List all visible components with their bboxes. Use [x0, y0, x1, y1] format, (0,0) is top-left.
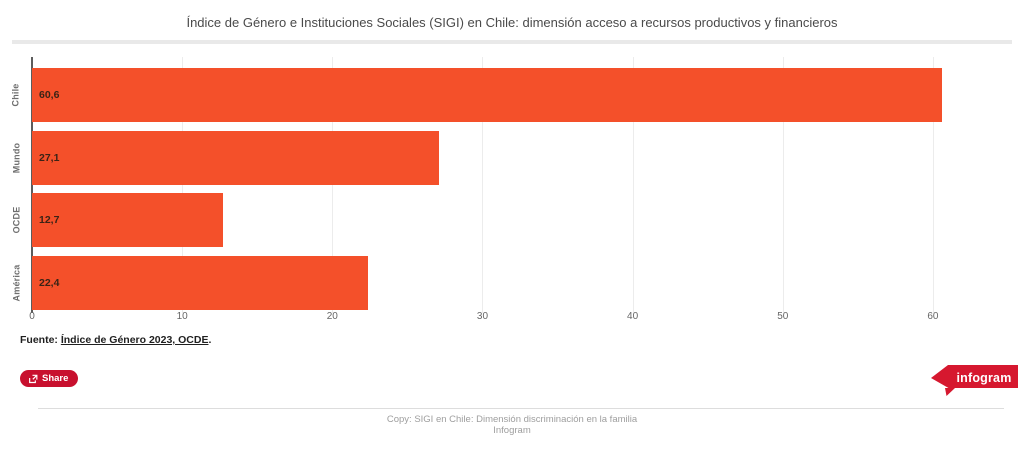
title-divider — [12, 40, 1012, 44]
footer-brand-line: Infogram — [493, 425, 531, 436]
share-icon — [28, 374, 38, 384]
x-tick-label-60: 60 — [927, 311, 939, 322]
source-note: Fuente: Índice de Género 2023, OCDE. — [20, 334, 211, 346]
gridline-60 — [932, 57, 934, 313]
plot-area: 60,6 27,1 12,7 22,4 — [32, 57, 1014, 313]
gridline-10 — [182, 57, 184, 313]
footer-divider — [38, 408, 1004, 409]
x-tick-label-40: 40 — [627, 311, 639, 322]
source-link[interactable]: Índice de Género 2023, OCDE — [60, 334, 209, 346]
category-label-chile: Chile — [10, 83, 21, 107]
x-tick-label-20: 20 — [326, 311, 338, 322]
share-button[interactable]: Share — [20, 370, 79, 387]
bar-value-label-ocde: 12,7 — [39, 214, 60, 226]
x-axis: 0 10 20 30 40 50 60 — [29, 311, 1014, 327]
bar-ocde: 12,7 — [32, 193, 223, 247]
bar-chart: 60,6 27,1 12,7 22,4 Chile Mundo OCDE América 0… — [0, 57, 1024, 327]
gridline-20 — [332, 57, 334, 313]
category-label-mundo: Mundo — [11, 142, 21, 173]
bar-america: 22,4 — [32, 255, 369, 310]
category-label-ocde: OCDE — [11, 206, 21, 234]
bar-mundo: 27,1 — [32, 130, 439, 185]
x-tick-label-50: 50 — [777, 311, 789, 322]
source-suffix: . — [208, 334, 212, 346]
y-axis-line — [31, 57, 33, 313]
x-tick-label-0: 0 — [29, 311, 35, 322]
source-prefix: Fuente: — [20, 334, 61, 346]
page-title: Índice de Género e Instituciones Sociale… — [186, 15, 838, 30]
gridline-30 — [482, 57, 484, 313]
bar-value-label-america: 22,4 — [39, 276, 60, 289]
infogram-logo[interactable]: infogram — [929, 364, 1019, 397]
category-label-america: América — [11, 264, 22, 301]
bar-value-label-chile: 60,6 — [39, 89, 60, 101]
gridline-40 — [632, 57, 634, 313]
footer-copy-line: Copy: SIGI en Chile: Dimensión discrimin… — [386, 414, 638, 425]
bar-chile: 60,6 — [32, 68, 942, 122]
infogram-logo-text: infogram — [956, 370, 1012, 385]
infogram-flag-icon — [931, 365, 1018, 396]
gridline-50 — [782, 57, 784, 313]
x-tick-label-30: 30 — [476, 311, 489, 322]
x-tick-label-10: 10 — [176, 311, 188, 322]
bar-value-label-mundo: 27,1 — [39, 151, 60, 164]
share-label: Share — [42, 373, 69, 384]
footer-credit: Copy: SIGI en Chile: Dimensión discrimin… — [0, 414, 1024, 436]
